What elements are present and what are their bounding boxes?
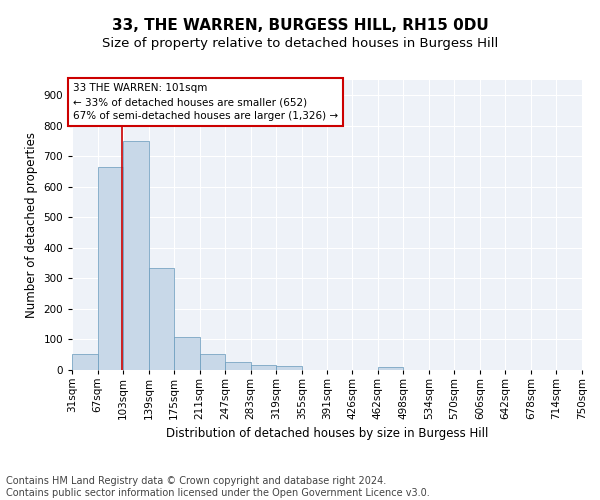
Bar xyxy=(378,367,403,370)
Bar xyxy=(225,362,251,370)
Bar xyxy=(251,364,276,370)
Text: 33, THE WARREN, BURGESS HILL, RH15 0DU: 33, THE WARREN, BURGESS HILL, RH15 0DU xyxy=(112,18,488,32)
X-axis label: Distribution of detached houses by size in Burgess Hill: Distribution of detached houses by size … xyxy=(166,428,488,440)
Y-axis label: Number of detached properties: Number of detached properties xyxy=(25,132,38,318)
Bar xyxy=(200,354,225,370)
Text: Contains HM Land Registry data © Crown copyright and database right 2024.
Contai: Contains HM Land Registry data © Crown c… xyxy=(6,476,430,498)
Text: 33 THE WARREN: 101sqm
← 33% of detached houses are smaller (652)
67% of semi-det: 33 THE WARREN: 101sqm ← 33% of detached … xyxy=(73,83,338,121)
Bar xyxy=(123,141,149,370)
Bar xyxy=(98,167,123,370)
Bar xyxy=(149,268,174,370)
Bar xyxy=(276,366,302,370)
Bar xyxy=(174,337,200,370)
Text: Size of property relative to detached houses in Burgess Hill: Size of property relative to detached ho… xyxy=(102,38,498,51)
Bar xyxy=(72,354,98,370)
